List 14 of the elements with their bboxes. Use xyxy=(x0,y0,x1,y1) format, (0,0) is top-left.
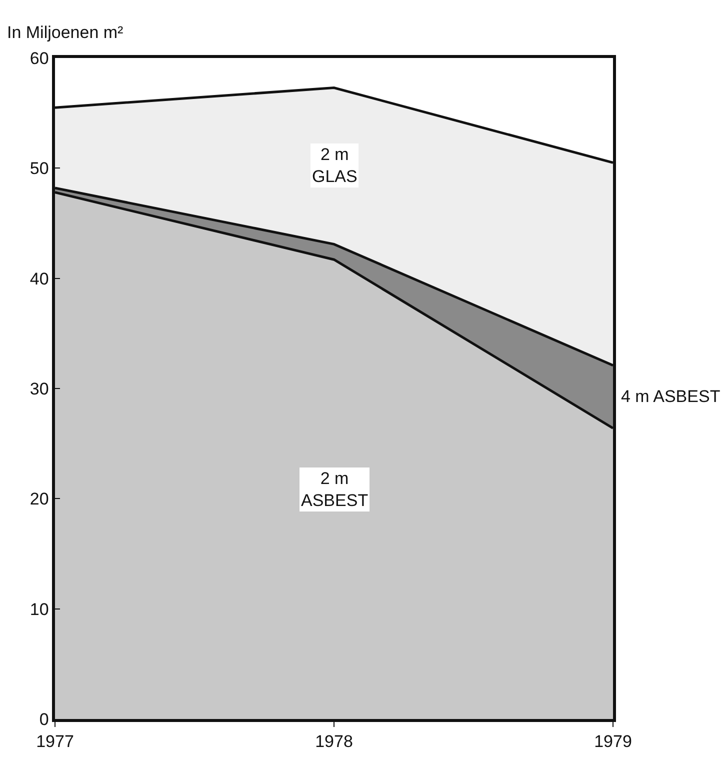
x-tick-label: 1979 xyxy=(594,732,632,752)
x-tick-label: 1978 xyxy=(315,732,353,752)
y-tick-label: 10 xyxy=(30,600,49,619)
y-axis-title: In Miljoenen m² xyxy=(7,23,124,42)
y-tick-label: 60 xyxy=(30,48,49,68)
x-tick-label: 1977 xyxy=(36,732,74,752)
y-tick-label: 30 xyxy=(30,379,49,398)
series-label: 2 m ASBEST xyxy=(301,469,368,510)
y-tick-label: 20 xyxy=(30,490,49,509)
series-label: 2 m GLAS xyxy=(312,145,358,186)
y-tick-label: 50 xyxy=(30,159,49,178)
series-label: 4 m ASBEST xyxy=(621,387,720,406)
y-tick-label: 0 xyxy=(39,710,49,729)
y-tick-label: 40 xyxy=(30,269,49,288)
